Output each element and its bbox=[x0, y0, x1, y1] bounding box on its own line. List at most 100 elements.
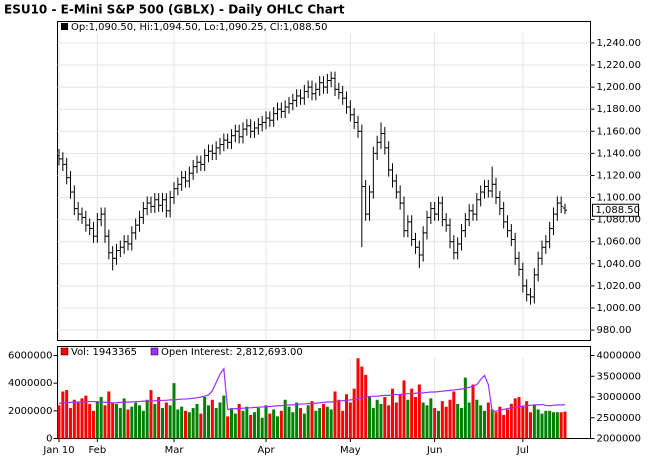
volume-bar bbox=[360, 366, 364, 439]
volume-bar bbox=[437, 410, 440, 439]
volume-bar bbox=[475, 399, 479, 439]
y2-tick-label: 3500000 bbox=[597, 371, 642, 382]
y-tick-label: 1,180.00 bbox=[597, 104, 642, 115]
y2-tick-label: 3000000 bbox=[597, 392, 642, 403]
volume-bar bbox=[379, 403, 383, 439]
volume-bar bbox=[107, 391, 111, 439]
volume-bar bbox=[249, 414, 253, 439]
volume-bar bbox=[287, 406, 291, 439]
volume-bar bbox=[364, 374, 368, 439]
volume-bar bbox=[529, 412, 532, 439]
chart-title: ESU10 - E-Mini S&P 500 (GBLX) - Daily OH… bbox=[4, 3, 345, 17]
volume-bar bbox=[245, 406, 249, 439]
volume-bar bbox=[268, 413, 272, 439]
volume-bar bbox=[115, 403, 118, 439]
y-tick-label: 1,060.00 bbox=[597, 237, 642, 248]
volume-bar bbox=[199, 413, 203, 439]
volume-bar bbox=[149, 390, 153, 439]
volume-bar bbox=[237, 403, 241, 439]
volume-bar bbox=[563, 411, 567, 439]
volume-bar bbox=[72, 399, 76, 439]
volume-bar bbox=[260, 417, 264, 439]
x-tick-label: Feb bbox=[88, 445, 106, 456]
volume-bar bbox=[203, 396, 207, 439]
volume-bar bbox=[210, 399, 214, 439]
volume-bar bbox=[429, 398, 433, 439]
volume-bar bbox=[88, 403, 92, 439]
volume-bar bbox=[341, 410, 345, 439]
x-tick-label: Apr bbox=[257, 445, 275, 456]
volume-bar bbox=[467, 402, 471, 439]
last-price-label: 1,088.50 bbox=[596, 205, 641, 216]
volume-bar bbox=[314, 410, 318, 439]
volume-bar bbox=[207, 405, 210, 439]
last-price-box bbox=[592, 203, 639, 217]
volume-bar bbox=[233, 413, 237, 439]
volume-bar bbox=[391, 388, 394, 439]
volume-bar bbox=[134, 402, 138, 439]
volume-bar bbox=[122, 398, 126, 439]
volume-bar bbox=[486, 402, 490, 439]
volume-bar bbox=[318, 408, 322, 439]
volume-bar bbox=[69, 408, 72, 439]
volume-bar bbox=[440, 401, 444, 439]
volume-bar bbox=[310, 401, 314, 439]
volume-bar bbox=[471, 384, 475, 439]
volume-bar bbox=[172, 383, 176, 439]
volume-bar bbox=[191, 408, 195, 439]
volume-bar bbox=[153, 403, 157, 439]
volume-bar bbox=[525, 401, 529, 439]
volume-bar bbox=[279, 410, 283, 439]
volume-bar bbox=[490, 409, 494, 439]
y-tick-label: 1,040.00 bbox=[597, 259, 642, 270]
volume-bar bbox=[76, 402, 80, 439]
volume-bar bbox=[84, 395, 88, 439]
volume-bar bbox=[283, 399, 287, 439]
volume-bar bbox=[230, 408, 233, 439]
volume-bar bbox=[256, 408, 260, 439]
y2-tick-label: 4000000 bbox=[597, 351, 642, 362]
volume-bar bbox=[521, 406, 525, 439]
volume-bar bbox=[387, 405, 391, 439]
volume-bar bbox=[103, 405, 107, 439]
volume-bar bbox=[302, 413, 306, 439]
y-tick-label: 1,020.00 bbox=[597, 281, 642, 292]
volume-bar bbox=[61, 391, 65, 439]
volume-bar bbox=[295, 402, 299, 439]
x-tick-label: Jan 10 bbox=[42, 445, 74, 456]
volume-bar bbox=[513, 398, 517, 439]
volume-bar bbox=[394, 402, 398, 439]
y-tick-label: 980.00 bbox=[597, 325, 632, 336]
y2-tick-label: 2500000 bbox=[597, 413, 642, 424]
y-tick-label: 0 bbox=[46, 434, 52, 445]
y-tick-label: 1,080.00 bbox=[597, 215, 642, 226]
volume-bar bbox=[398, 394, 402, 439]
volume-bar bbox=[371, 408, 375, 439]
volume-bar bbox=[410, 388, 414, 439]
volume-bar bbox=[517, 396, 521, 439]
volume-bar bbox=[325, 406, 329, 439]
volume-bar bbox=[425, 405, 429, 439]
volume-bar bbox=[145, 399, 149, 439]
volume-bar bbox=[184, 410, 187, 439]
volume-bar bbox=[337, 399, 341, 439]
volume-bar bbox=[460, 408, 463, 439]
open-interest-line bbox=[58, 367, 566, 413]
volume-bar bbox=[118, 408, 122, 439]
volume-bar bbox=[157, 396, 161, 439]
volume-bar bbox=[141, 410, 145, 439]
volume-bar bbox=[222, 395, 226, 439]
volume-bar bbox=[448, 399, 452, 439]
y-tick-label: 1,160.00 bbox=[597, 126, 642, 137]
volume-bar bbox=[456, 403, 460, 439]
price-panel bbox=[57, 21, 591, 341]
volume-bar bbox=[276, 416, 279, 439]
legend-text: Open Interest: 2,812,693.00 bbox=[161, 347, 303, 358]
volume-bar bbox=[509, 403, 513, 439]
volume-bar bbox=[536, 409, 540, 439]
y-tick-label: 6000000 bbox=[8, 350, 53, 361]
volume-bar bbox=[241, 410, 245, 439]
volume-bar bbox=[333, 391, 337, 439]
y-tick-label: 4000000 bbox=[8, 378, 53, 389]
